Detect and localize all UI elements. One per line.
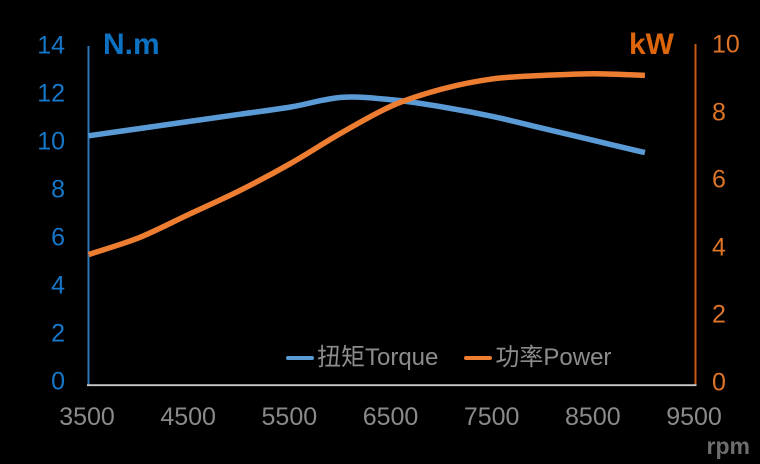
power-legend-dash-icon [464, 355, 493, 361]
power-legend-label: 功率Power [495, 344, 612, 371]
right-axis-title: kW [629, 28, 674, 61]
right-tick-label: 0 [712, 368, 726, 397]
right-tick-label: 10 [712, 30, 740, 59]
left-tick-label: 12 [37, 79, 65, 108]
left-tick-label: 10 [37, 127, 65, 156]
right-tick-label: 2 [712, 300, 726, 329]
torque-legend-dash-icon [286, 355, 314, 361]
x-tick-label: 4500 [160, 403, 216, 431]
left-tick-label: 6 [51, 223, 65, 252]
left-tick-label: 2 [51, 319, 65, 348]
legend: 扭矩Torque 功率Power [286, 346, 611, 370]
x-axis-title: rpm [706, 433, 750, 459]
right-tick-label: 8 [712, 98, 726, 127]
legend-item-power: 功率Power [464, 346, 611, 370]
left-tick-label: 14 [37, 31, 65, 60]
x-tick-label: 5500 [261, 403, 318, 431]
left-tick-label: 0 [51, 367, 65, 396]
left-axis-title: N.m [103, 28, 160, 61]
legend-item-torque: 扭矩Torque [286, 346, 438, 370]
right-tick-label: 4 [712, 233, 726, 262]
right-tick-label: 6 [712, 165, 726, 194]
x-tick-label: 3500 [59, 403, 115, 431]
x-tick-label: 8500 [565, 403, 621, 431]
left-tick-label: 4 [51, 271, 65, 300]
power-curve [87, 70, 645, 258]
torque-curve [88, 94, 646, 156]
x-tick-label: 6500 [362, 403, 419, 431]
left-tick-label: 8 [51, 175, 65, 204]
x-tick-label: 7500 [463, 403, 520, 431]
torque-legend-label: 扭矩Torque [317, 344, 439, 371]
x-tick-label: 9500 [666, 403, 722, 431]
